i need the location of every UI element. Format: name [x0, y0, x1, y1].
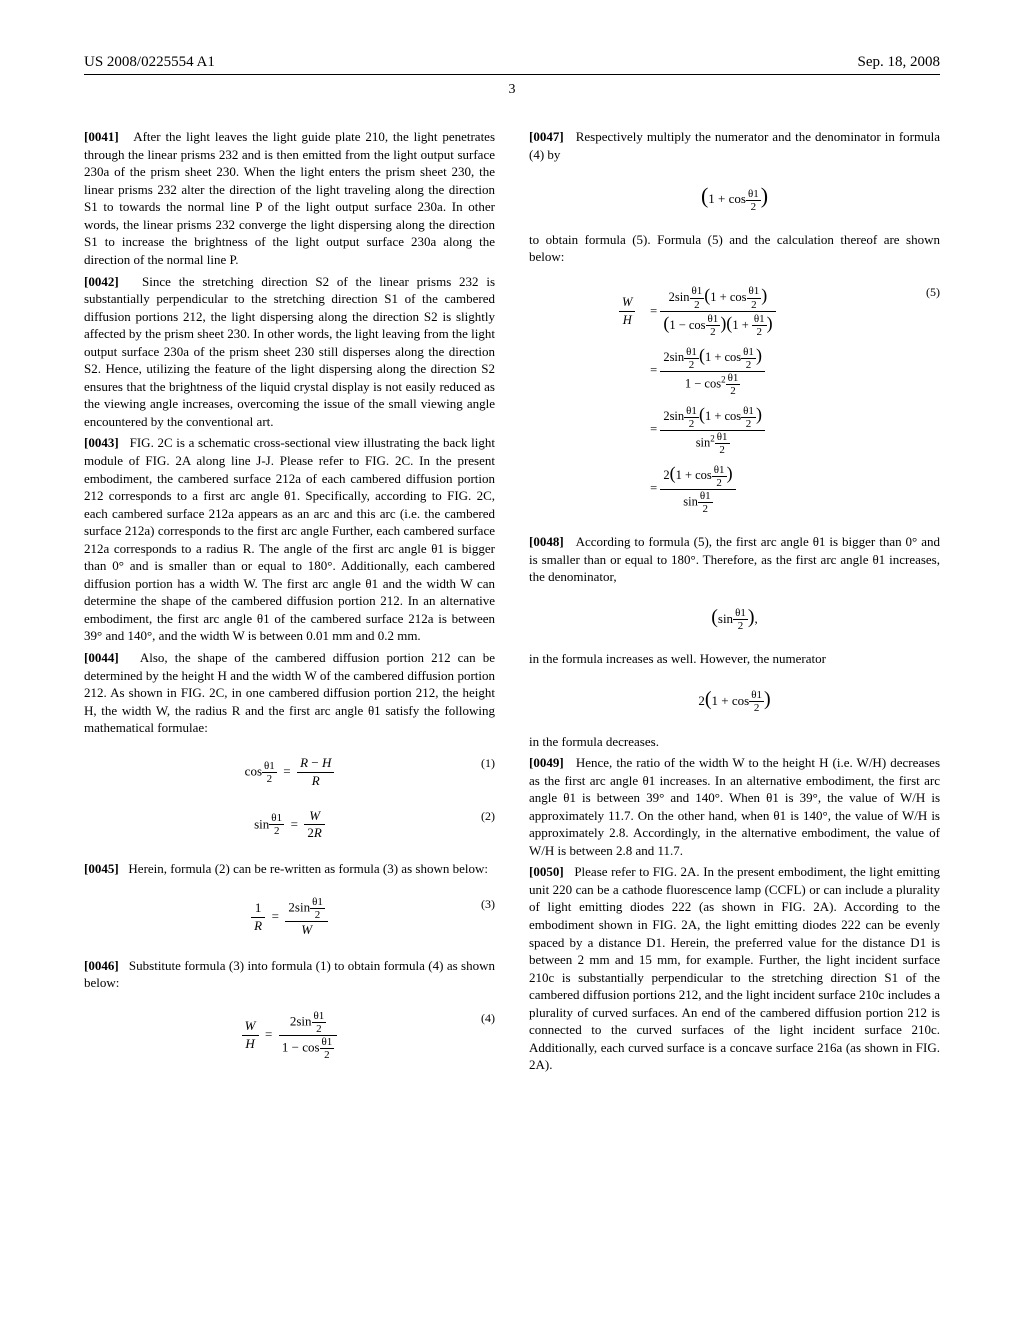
para-0042: [0042] Since the stretching direction S2… [84, 273, 495, 431]
para-num: [0046] [84, 958, 119, 973]
eq-number: (1) [481, 755, 495, 771]
formula-4: (4) WH = 2sinθ12 1 − cosθ12 [84, 1010, 495, 1061]
para-num: [0049] [529, 755, 564, 770]
eq-number: (5) [926, 284, 940, 300]
para-num: [0050] [529, 864, 564, 879]
para-0048c: in the formula decreases. [529, 733, 940, 751]
eq-number: (3) [481, 896, 495, 912]
para-0049: [0049] Hence, the ratio of the width W t… [529, 754, 940, 859]
formula-3: (3) 1R = 2sinθ12 W [84, 896, 495, 939]
formula-numerator: 2(1 + cosθ12) [529, 686, 940, 715]
para-0048: [0048] According to formula (5), the fir… [529, 533, 940, 586]
para-text: Since the stretching direction S2 of the… [84, 274, 495, 429]
para-text: Also, the shape of the cambered diffusio… [84, 650, 495, 735]
para-text: to obtain formula (5). Formula (5) and t… [529, 232, 940, 265]
para-0044: [0044] Also, the shape of the cambered d… [84, 649, 495, 737]
para-text: Hence, the ratio of the width W to the h… [529, 755, 940, 858]
para-text: FIG. 2C is a schematic cross-sectional v… [84, 435, 495, 643]
para-0046: [0046] Substitute formula (3) into formu… [84, 957, 495, 992]
para-num: [0045] [84, 861, 119, 876]
publication-number: US 2008/0225554 A1 [84, 52, 215, 72]
para-num: [0047] [529, 129, 564, 144]
para-0047: [0047] Respectively multiply the numerat… [529, 128, 940, 163]
para-0043: [0043] FIG. 2C is a schematic cross-sect… [84, 434, 495, 645]
para-text: According to formula (5), the first arc … [529, 534, 940, 584]
para-0048b: in the formula increases as well. Howeve… [529, 650, 940, 668]
para-0045: [0045] Herein, formula (2) can be re-wri… [84, 860, 495, 878]
para-text: Substitute formula (3) into formula (1) … [84, 958, 495, 991]
para-text: Please refer to FIG. 2A. In the present … [529, 864, 940, 1072]
page-number: 3 [84, 81, 940, 100]
para-text: Herein, formula (2) can be re-written as… [128, 861, 488, 876]
para-0041: [0041] After the light leaves the light … [84, 128, 495, 268]
eq-number: (2) [481, 808, 495, 824]
formula-5: (5) WH = 2sinθ12(1 + cosθ12) (1 − cosθ12… [529, 284, 940, 515]
para-text: in the formula increases as well. Howeve… [529, 651, 826, 666]
eq-number: (4) [481, 1010, 495, 1026]
page-header: US 2008/0225554 A1 Sep. 18, 2008 [84, 52, 940, 75]
formula-2: (2) sinθ12 = W2R [84, 808, 495, 843]
para-0050: [0050] Please refer to FIG. 2A. In the p… [529, 863, 940, 1074]
publication-date: Sep. 18, 2008 [858, 52, 941, 72]
para-text: After the light leaves the light guide p… [84, 129, 495, 267]
para-num: [0043] [84, 435, 119, 450]
para-text: in the formula decreases. [529, 734, 659, 749]
para-0047b: to obtain formula (5). Formula (5) and t… [529, 231, 940, 266]
para-num: [0042] [84, 274, 119, 289]
body-columns: [0041] After the light leaves the light … [84, 128, 940, 1079]
para-num: [0041] [84, 129, 119, 144]
para-num: [0044] [84, 650, 119, 665]
para-num: [0048] [529, 534, 564, 549]
formula-denominator: (sinθ12), [529, 604, 940, 633]
formula-multiplier: (1 + cosθ12) [529, 181, 940, 213]
para-text: Respectively multiply the numerator and … [529, 129, 940, 162]
formula-1: (1) cosθ12 = R − HR [84, 755, 495, 790]
